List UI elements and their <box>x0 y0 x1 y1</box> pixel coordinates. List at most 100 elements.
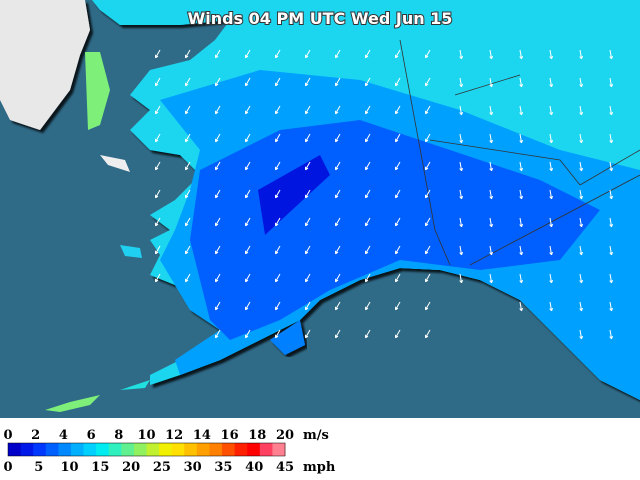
wind-arrow <box>459 77 463 87</box>
color-swatch <box>196 443 210 456</box>
wind-arrow <box>335 161 341 171</box>
color-swatch <box>108 443 122 456</box>
arrow-head <box>335 54 339 59</box>
wind-arrow <box>215 105 221 115</box>
arrow-head <box>549 195 553 200</box>
arrow-head <box>155 194 159 199</box>
color-swatch <box>70 443 85 456</box>
arrow-head <box>335 334 339 339</box>
arrow-head <box>305 334 309 339</box>
wind-arrow <box>579 329 583 339</box>
wind-arrow <box>459 189 463 199</box>
arrow-head <box>185 166 189 171</box>
arrow-head <box>215 334 219 339</box>
wind-arrow <box>489 77 493 87</box>
wind-arrow <box>489 49 493 59</box>
wind-arrow <box>425 301 431 311</box>
wind-arrow <box>365 329 371 339</box>
arrow-head <box>365 222 369 227</box>
wind-arrow <box>549 49 553 59</box>
wind-arrow <box>185 245 191 255</box>
wind-arrow <box>579 49 583 59</box>
ms-label: 8 <box>114 428 123 443</box>
arrow-head <box>395 110 399 115</box>
arrow-head <box>305 222 309 227</box>
wind-arrow <box>519 105 523 115</box>
arrow-head <box>425 194 429 199</box>
arrow-head <box>305 306 309 311</box>
mph-label: 10 <box>61 460 79 475</box>
wind-arrow <box>395 189 401 199</box>
wind-arrow <box>275 49 281 59</box>
wind-arrow <box>395 133 401 143</box>
wind-arrow <box>305 133 311 143</box>
arrow-head <box>335 222 339 227</box>
wind-arrow <box>489 273 493 283</box>
arrow-head <box>459 139 463 144</box>
arrow-head <box>245 306 249 311</box>
arrow-head <box>519 223 523 228</box>
arrow-head <box>549 223 553 228</box>
arrow-head <box>185 138 189 143</box>
arrow-head <box>335 278 339 283</box>
wind-arrow <box>335 133 341 143</box>
color-swatch <box>247 443 261 456</box>
wind-arrow <box>245 189 251 199</box>
arrow-head <box>335 110 339 115</box>
arrow-head <box>579 111 583 116</box>
color-swatch <box>33 443 47 456</box>
wind-arrow <box>245 273 251 283</box>
arrow-head <box>245 54 249 59</box>
wind-arrow <box>275 133 281 143</box>
arrow-head <box>215 250 219 255</box>
arrow-head <box>155 166 159 171</box>
wind-arrow <box>335 301 341 311</box>
arrow-head <box>459 195 463 200</box>
arrow-head <box>519 195 523 200</box>
wind-arrow <box>459 245 463 255</box>
arrow-head <box>155 110 159 115</box>
wind-arrow <box>365 105 371 115</box>
wind-arrow <box>335 49 341 59</box>
arrow-head <box>609 55 613 60</box>
wind-arrow <box>335 105 341 115</box>
wind-arrow <box>609 245 613 255</box>
arrow-head <box>489 195 493 200</box>
st-lawrence <box>100 155 130 172</box>
wind-arrow <box>275 329 281 339</box>
wind-arrow <box>185 49 191 59</box>
wind-arrow <box>395 105 401 115</box>
wind-arrow <box>549 133 553 143</box>
arrow-head <box>609 83 613 88</box>
islands <box>120 380 150 390</box>
chukotka <box>85 52 110 130</box>
ms-unit: m/s <box>303 428 329 443</box>
arrow-head <box>395 166 399 171</box>
wind-arrow <box>395 245 401 255</box>
arrow-head <box>519 83 523 88</box>
arrow-head <box>335 166 339 171</box>
wind-arrow <box>519 273 523 283</box>
arrow-head <box>489 139 493 144</box>
arrow-head <box>489 167 493 172</box>
arrow-head <box>519 279 523 284</box>
arrow-head <box>215 194 219 199</box>
colorbar-frame <box>7 442 286 457</box>
arrow-head <box>155 250 159 255</box>
arrow-head <box>489 83 493 88</box>
arrow-head <box>549 55 553 60</box>
wind-arrow <box>155 217 161 227</box>
wind-arrow <box>365 161 371 171</box>
arrow-head <box>305 194 309 199</box>
arrow-head <box>305 110 309 115</box>
arrow-head <box>579 335 583 340</box>
arrow-head <box>215 222 219 227</box>
arrow-head <box>519 139 523 144</box>
arrow-head <box>245 194 249 199</box>
wind-arrow <box>155 189 161 199</box>
wind-arrow <box>425 133 431 143</box>
wind-arrow <box>609 133 613 143</box>
wind-arrow <box>395 217 401 227</box>
wind-arrow <box>489 161 493 171</box>
wind-arrow <box>609 161 613 171</box>
